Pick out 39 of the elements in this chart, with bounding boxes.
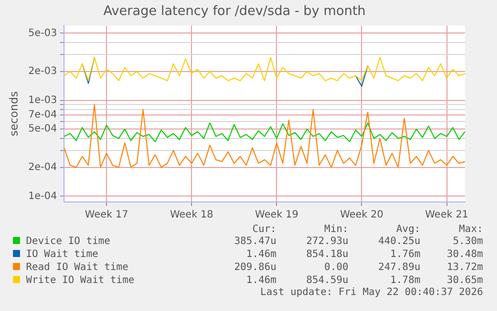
text: Cur:: [251, 224, 276, 235]
text: 30.48m: [446, 248, 483, 261]
text: 1.46m: [245, 274, 276, 287]
y-tick-label: 2e-04: [28, 162, 58, 173]
y-tick-label: 1e-03: [28, 94, 58, 106]
y-tick-label: 7e-04: [28, 110, 58, 121]
x-tick-label: Week 17: [84, 210, 128, 221]
y-tick-label: 5e-04: [28, 124, 58, 135]
text: Min:: [323, 224, 348, 235]
text: Max:: [458, 224, 483, 235]
text: Avg:: [395, 224, 420, 235]
text: 1.76m: [389, 248, 420, 261]
text: 854.59u: [305, 274, 348, 287]
chart-title: Average latency for /dev/sda - by month: [103, 4, 366, 20]
x-tick-label: Week 20: [340, 210, 384, 221]
text: 440.25u: [377, 235, 420, 248]
legend-label: Write IO Wait time: [25, 274, 136, 287]
text: 247.89u: [377, 261, 420, 274]
text: 272.93u: [305, 235, 348, 248]
text: 854.18u: [305, 248, 348, 261]
y-tick-label: 2e-03: [28, 66, 58, 77]
x-tick-label: Week 21: [425, 210, 468, 221]
text: 1.78m: [389, 274, 420, 287]
text: 1.46m: [245, 248, 276, 261]
text: 30.65m: [446, 274, 483, 287]
y-axis-title: seconds: [7, 91, 20, 136]
y-tick-label: 5e-03: [28, 28, 58, 39]
x-tick-label: Week 18: [170, 210, 214, 221]
text: 385.47u: [233, 235, 276, 248]
legend-label: Read IO Wait time: [25, 261, 130, 274]
legend-label: Device IO time: [25, 235, 112, 248]
text: 5.30m: [452, 235, 483, 248]
text: 0.00: [323, 261, 348, 274]
text: Last update: Fri May 22 00:40:37 2026: [259, 287, 483, 299]
legend-label: IO Wait time: [25, 248, 100, 261]
text: 13.72m: [446, 261, 483, 274]
x-tick-label: Week 19: [255, 210, 298, 221]
y-tick-label: 1e-04: [28, 190, 58, 202]
text: 209.86u: [233, 261, 276, 274]
